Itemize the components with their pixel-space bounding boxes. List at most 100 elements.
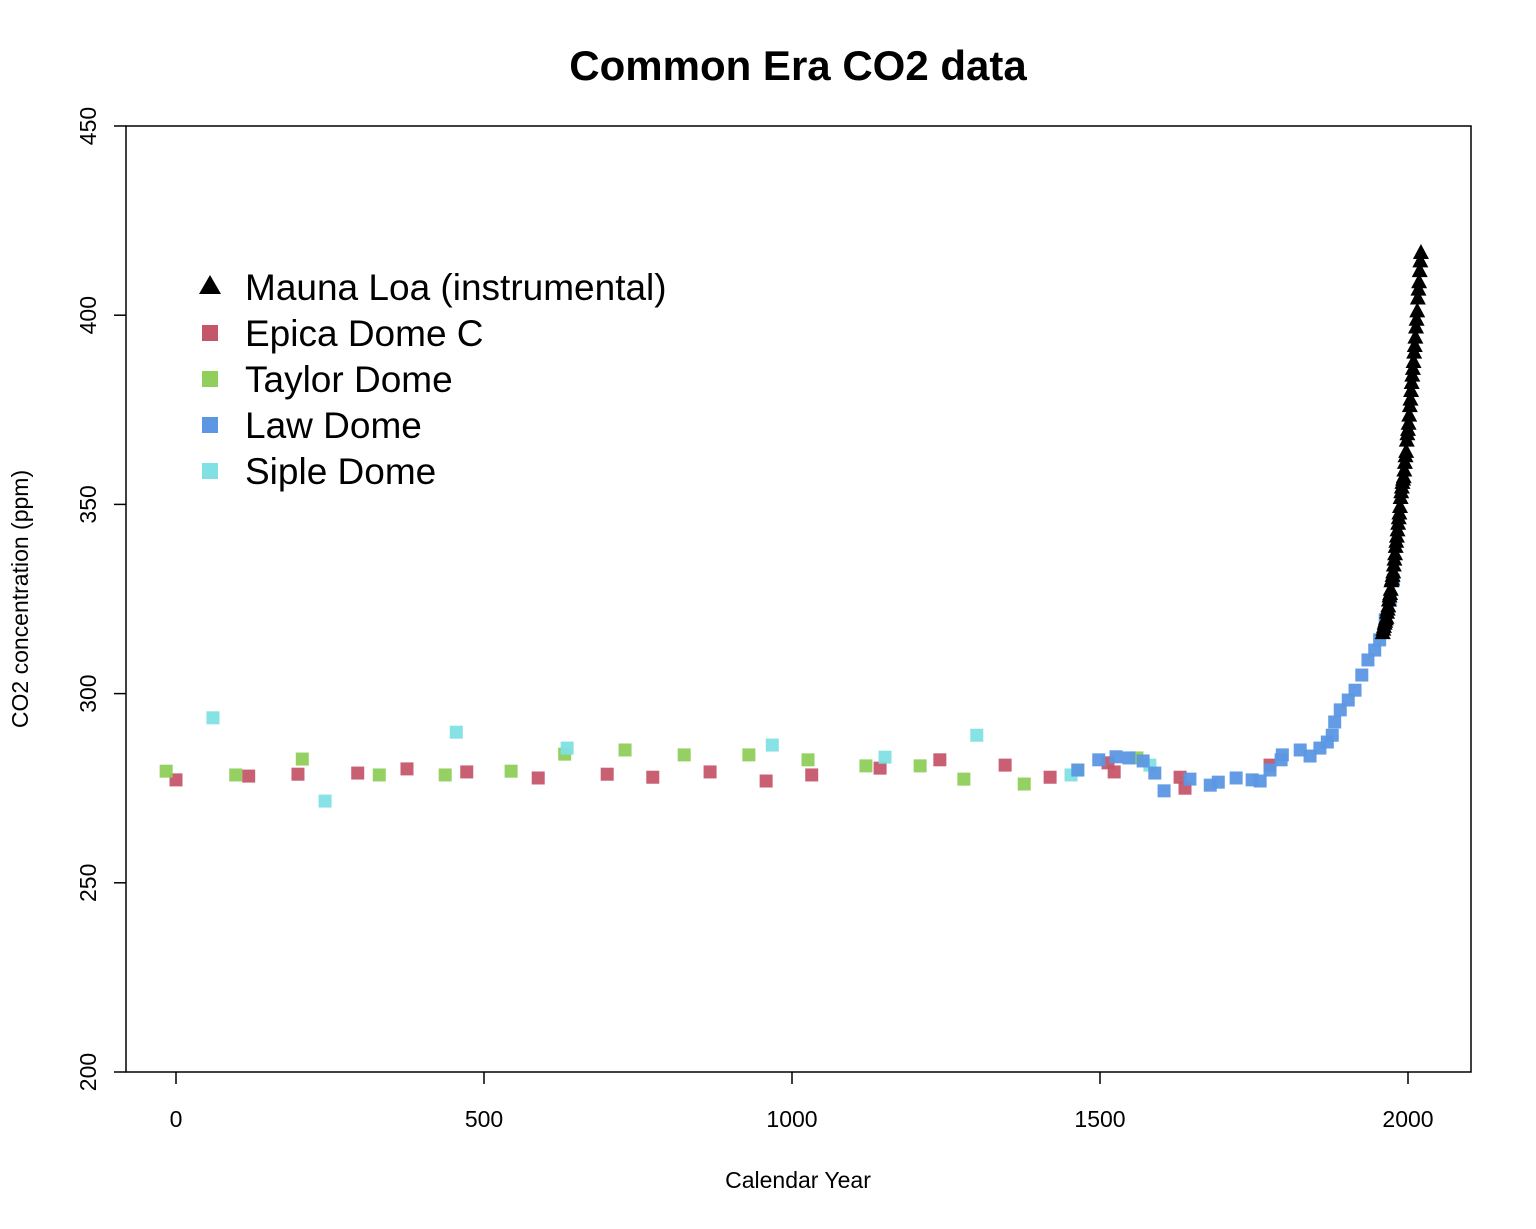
point-law-dome	[1071, 763, 1085, 777]
point-epica-dome-c	[460, 765, 474, 779]
legend: Mauna Loa (instrumental) Epica Dome C Tayl…	[199, 267, 667, 492]
point-taylor-dome	[372, 768, 386, 782]
y-tick-label: 450	[75, 107, 101, 145]
point-mauna-loa-instrumental	[1412, 243, 1429, 259]
point-law-dome	[1325, 728, 1339, 742]
point-taylor-dome	[504, 764, 518, 778]
y-tick-label: 300	[75, 674, 101, 712]
y-tick-label: 250	[75, 864, 101, 902]
x-tick-label: 0	[170, 1106, 183, 1132]
point-epica-dome-c	[873, 761, 887, 775]
point-siple-dome	[878, 750, 892, 764]
point-epica-dome-c	[169, 773, 183, 787]
point-taylor-dome	[295, 752, 309, 766]
point-law-dome	[1293, 743, 1307, 757]
point-taylor-dome	[859, 759, 873, 773]
point-mauna-loa-instrumental	[1398, 442, 1415, 458]
point-epica-dome-c	[805, 768, 819, 782]
point-mauna-loa-instrumental	[1406, 337, 1423, 353]
point-mauna-loa-instrumental	[1409, 302, 1426, 318]
point-law-dome	[1122, 751, 1136, 765]
point-mauna-loa-instrumental	[1409, 289, 1426, 305]
point-siple-dome	[560, 741, 574, 755]
point-taylor-dome	[677, 748, 691, 762]
plot-frame	[125, 125, 1472, 1073]
point-siple-dome	[318, 794, 332, 808]
legend-triangle-icon	[199, 275, 221, 294]
point-law-dome	[1303, 749, 1317, 763]
point-mauna-loa-instrumental	[1408, 310, 1425, 326]
legend-square-icon	[202, 417, 218, 433]
point-epica-dome-c	[703, 765, 717, 779]
y-tick-label: 200	[75, 1053, 101, 1091]
x-tick-label: 1500	[1074, 1106, 1125, 1132]
point-mauna-loa-instrumental	[1402, 390, 1419, 406]
point-law-dome	[1157, 784, 1171, 798]
legend-label: Siple Dome	[245, 451, 436, 492]
point-law-dome	[1211, 775, 1225, 789]
point-mauna-loa-instrumental	[1382, 580, 1399, 596]
point-law-dome	[1253, 774, 1267, 788]
point-taylor-dome	[618, 743, 632, 757]
point-law-dome	[1092, 753, 1106, 767]
point-epica-dome-c	[242, 769, 256, 783]
point-epica-dome-c	[998, 758, 1012, 772]
point-epica-dome-c	[1107, 765, 1121, 779]
x-tick-label: 2000	[1382, 1106, 1433, 1132]
point-law-dome	[1148, 766, 1162, 780]
point-siple-dome	[449, 725, 463, 739]
legend-label: Mauna Loa (instrumental)	[245, 267, 667, 308]
point-taylor-dome	[801, 753, 815, 767]
x-tick-label: 500	[465, 1106, 503, 1132]
point-mauna-loa-instrumental	[1403, 381, 1420, 397]
point-mauna-loa-instrumental	[1405, 352, 1422, 368]
legend-square-icon	[202, 371, 218, 387]
legend-label: Law Dome	[245, 405, 422, 446]
point-epica-dome-c	[646, 770, 660, 784]
point-mauna-loa-instrumental	[1400, 414, 1417, 430]
point-epica-dome-c	[1173, 770, 1187, 784]
point-epica-dome-c	[933, 753, 947, 767]
point-mauna-loa-instrumental	[1391, 498, 1408, 514]
point-law-dome	[1263, 763, 1277, 777]
legend-square-icon	[202, 325, 218, 341]
point-law-dome	[1333, 703, 1347, 717]
point-siple-dome	[206, 711, 220, 725]
point-mauna-loa-instrumental	[1411, 273, 1428, 289]
point-taylor-dome	[957, 772, 971, 786]
legend-square-icon	[202, 463, 218, 479]
y-tick-label: 400	[75, 296, 101, 334]
point-epica-dome-c	[531, 771, 545, 785]
point-law-dome	[1328, 715, 1342, 729]
point-mauna-loa-instrumental	[1396, 461, 1413, 477]
point-epica-dome-c	[759, 774, 773, 788]
point-taylor-dome	[229, 768, 243, 782]
point-epica-dome-c	[400, 762, 414, 776]
point-epica-dome-c	[600, 767, 614, 781]
point-law-dome	[1183, 772, 1197, 786]
point-law-dome	[1341, 693, 1355, 707]
point-mauna-loa-instrumental	[1412, 252, 1429, 268]
x-axis-label: Calendar Year	[725, 1167, 871, 1193]
point-mauna-loa-instrumental	[1408, 318, 1425, 334]
point-law-dome	[1361, 653, 1375, 667]
legend-label: Taylor Dome	[245, 359, 453, 400]
point-law-dome	[1229, 771, 1243, 785]
chart-title: Common Era CO2 data	[569, 42, 1027, 89]
y-tick-label: 350	[75, 485, 101, 523]
x-axis: 0 500 1000 1500 2000	[170, 1072, 1434, 1132]
point-law-dome	[1368, 643, 1382, 657]
point-law-dome	[1109, 750, 1123, 764]
point-law-dome	[1355, 668, 1369, 682]
point-law-dome	[1275, 748, 1289, 762]
point-mauna-loa-instrumental	[1411, 262, 1428, 278]
point-siple-dome	[970, 728, 984, 742]
point-taylor-dome	[913, 759, 927, 773]
point-taylor-dome	[159, 764, 173, 778]
data-points	[159, 243, 1429, 808]
point-taylor-dome	[1017, 777, 1031, 791]
legend-label: Epica Dome C	[245, 313, 484, 354]
point-epica-dome-c	[291, 767, 305, 781]
x-tick-label: 1000	[766, 1106, 817, 1132]
